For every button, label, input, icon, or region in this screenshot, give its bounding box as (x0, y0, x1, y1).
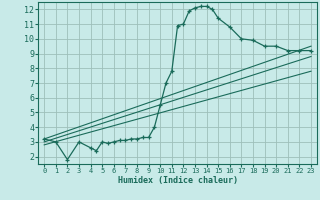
X-axis label: Humidex (Indice chaleur): Humidex (Indice chaleur) (118, 176, 238, 185)
